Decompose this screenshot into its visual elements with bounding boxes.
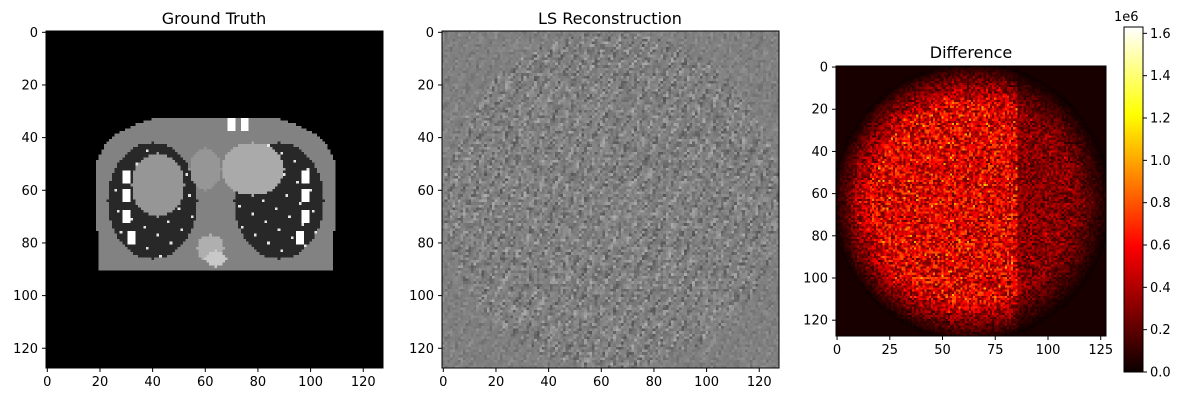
y-tick-label: 80 [21,236,38,251]
x-tick-label: 25 [882,343,899,358]
heatmap-raster [836,66,1106,336]
y-tick-label: 20 [417,78,434,93]
y-tick-label: 100 [803,271,828,286]
colorbar-ticks: 0.0 0.2 0.4 0.6 0.8 1.0 1.2 1.4 1.6 [1143,27,1171,381]
heatmap-raster [46,31,383,368]
x-tick-label: 100 [694,375,719,390]
x-tick-label: 40 [540,375,557,390]
y-tick-label: 60 [417,184,434,199]
ls-reconstruction-ticks: 0 20 40 60 80 100 120 0 20 40 60 80 100 120 [409,26,771,390]
x-tick-label: 80 [250,375,267,390]
x-tick-label: 75 [987,343,1004,358]
colorbar-tick-label: 0.0 [1150,366,1171,381]
y-tick-label: 0 [426,26,434,41]
x-tick-label: 100 [298,375,323,390]
colorbar-tick-label: 1.6 [1150,27,1171,42]
colorbar-exponent-label: 1e6 [1114,10,1139,25]
y-tick-label: 100 [13,289,38,304]
y-tick-label: 0 [820,61,828,76]
x-tick-label: 0 [833,343,841,358]
x-tick-label: 120 [351,375,376,390]
colorbar-tick-label: 1.2 [1150,112,1171,127]
difference-ticks: 0 25 50 75 100 125 0 20 40 60 80 100 120 [803,61,1113,358]
difference-panel: Difference 0 25 50 75 100 125 0 20 40 60 80 100 120 [803,43,1113,358]
ls-reconstruction-title: LS Reconstruction [538,9,682,28]
colorbar-tick-label: 0.4 [1150,281,1171,296]
x-tick-label: 125 [1088,343,1113,358]
colorbar-tick-label: 0.6 [1150,239,1171,254]
difference-colorbar: 1e6 0.0 0.2 0.4 0.6 0.8 1.0 1.2 1.4 1.6 [1114,10,1171,381]
x-tick-label: 20 [92,375,109,390]
ls-reconstruction-panel: LS Reconstruction 0 20 40 60 80 100 120 0 20 40 60… [409,9,780,390]
x-tick-label: 0 [439,375,447,390]
x-tick-label: 60 [593,375,610,390]
y-tick-label: 40 [417,131,434,146]
x-tick-label: 0 [43,375,51,390]
colorbar-tick-label: 1.0 [1150,154,1171,169]
colorbar-gradient [1123,26,1144,373]
x-tick-label: 40 [144,375,161,390]
y-tick-label: 100 [409,289,434,304]
x-tick-label: 50 [934,343,951,358]
x-tick-label: 60 [197,375,214,390]
ground-truth-image [46,31,383,368]
ground-truth-title: Ground Truth [162,9,267,28]
y-tick-label: 120 [803,314,828,329]
y-tick-label: 40 [811,145,828,160]
y-tick-label: 40 [21,131,38,146]
y-tick-label: 60 [21,184,38,199]
y-tick-label: 20 [811,103,828,118]
difference-title: Difference [930,43,1012,62]
ground-truth-frame [45,30,384,369]
y-tick-label: 80 [811,229,828,244]
y-tick-label: 120 [409,342,434,357]
heatmap-raster [442,31,779,368]
difference-image [836,66,1106,336]
colorbar-tick-label: 0.8 [1150,196,1171,211]
y-tick-label: 60 [811,187,828,202]
y-tick-label: 80 [417,236,434,251]
ground-truth-ticks: 0 20 40 60 80 100 120 0 20 40 60 80 100 120 [13,26,375,390]
y-tick-label: 0 [30,26,38,41]
ground-truth-panel: Ground Truth 0 20 40 60 80 100 120 0 20 40 60 80 100… [13,9,384,390]
colorbar-tick-label: 1.4 [1150,69,1171,84]
y-tick-label: 20 [21,78,38,93]
difference-frame [835,65,1107,337]
x-tick-label: 20 [488,375,505,390]
ls-reconstruction-image [442,31,779,368]
x-tick-label: 100 [1036,343,1061,358]
ls-reconstruction-frame [441,30,780,369]
x-tick-label: 80 [646,375,663,390]
y-tick-label: 120 [13,342,38,357]
colorbar-tick-label: 0.2 [1150,323,1171,338]
x-tick-label: 120 [747,375,772,390]
